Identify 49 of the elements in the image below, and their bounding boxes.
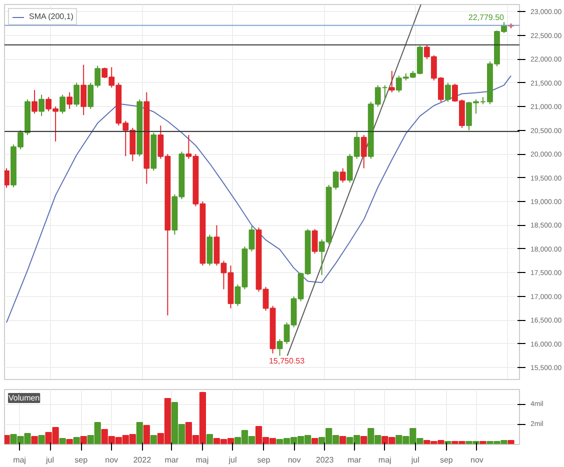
annotation: 22,779.50	[468, 13, 505, 22]
candlestick	[32, 89, 38, 114]
bar	[4, 435, 10, 444]
line-series	[6, 75, 512, 324]
x-tick-label: jul	[410, 456, 420, 464]
candlestick	[340, 168, 346, 184]
x-tick-label: nov	[470, 456, 484, 464]
x-tick-label: maj	[196, 456, 209, 464]
annotation: 15,750.53	[268, 356, 306, 366]
bar	[80, 436, 87, 444]
x-tick-label: sep	[257, 456, 271, 464]
candlestick	[74, 82, 80, 108]
x-tick-label: jul	[228, 456, 237, 464]
x-tick-label: maj	[13, 456, 26, 464]
candlestick	[312, 228, 318, 254]
x-tick-label: jul	[45, 456, 54, 464]
bar	[59, 438, 66, 444]
x-tick-label: nov	[105, 456, 118, 464]
bar	[480, 441, 486, 444]
candlestick	[60, 94, 66, 114]
bar	[340, 436, 346, 444]
bar	[136, 422, 143, 444]
x-tick-label: mar	[347, 456, 362, 464]
x-tick-label: maj	[378, 456, 392, 464]
candlestick	[360, 134, 367, 169]
text: Volumen	[8, 394, 40, 402]
bar	[360, 436, 368, 444]
bar	[73, 437, 80, 444]
candlestick	[4, 168, 10, 188]
candlestick	[66, 92, 73, 110]
candlestick	[388, 70, 395, 93]
bar	[206, 434, 213, 444]
bar	[66, 439, 73, 444]
x-tick-label: 2023	[316, 456, 334, 464]
x-tick-label: sep	[440, 456, 454, 464]
candlestick	[444, 82, 451, 102]
candlestick	[38, 94, 44, 117]
x-tick-label: nov	[288, 456, 301, 464]
bar	[312, 438, 318, 444]
bar	[31, 436, 38, 444]
bar	[38, 435, 45, 444]
candlestick	[80, 64, 87, 116]
bar	[150, 435, 157, 444]
x-tick-label: 2022	[133, 456, 152, 464]
legend-label: SMA (200,1)	[29, 12, 74, 21]
x-tick-label: sep	[74, 456, 88, 464]
x-tick-label: mar	[164, 456, 179, 464]
bar	[508, 440, 514, 444]
bar	[143, 425, 150, 444]
